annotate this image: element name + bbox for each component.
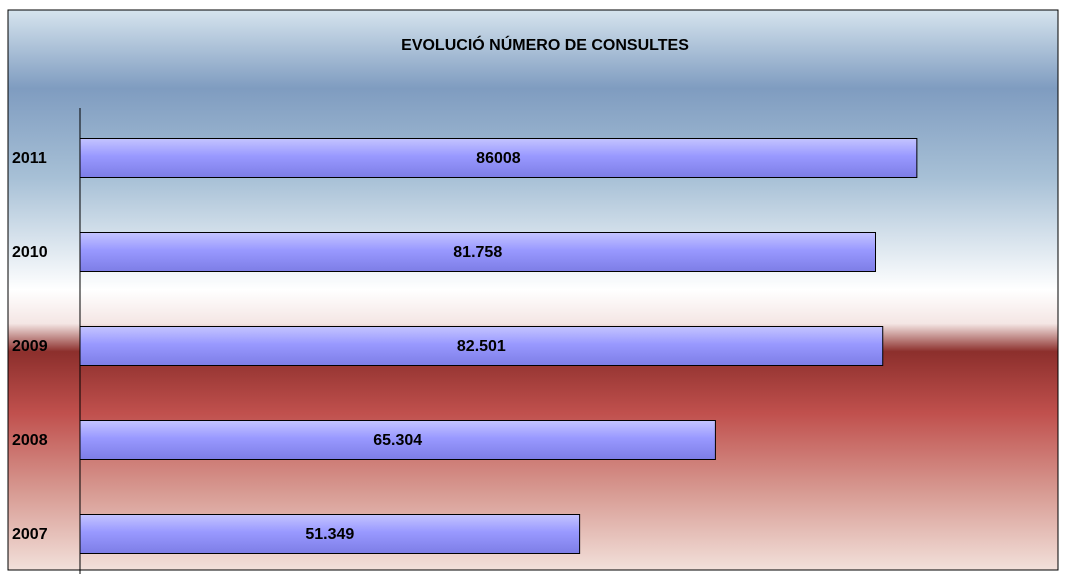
plot-background: [7, 9, 1059, 571]
data-label: 82.501: [457, 338, 506, 355]
data-label: 65.304: [373, 432, 422, 449]
y-tick-label: 2007: [12, 526, 48, 543]
chart-title: EVOLUCIÓ NÚMERO DE CONSULTES: [401, 35, 689, 54]
data-label: 81.758: [453, 244, 502, 261]
data-label: 86008: [476, 150, 521, 167]
bar: [79, 420, 716, 460]
y-tick-label: 2010: [12, 244, 48, 261]
bar: [79, 514, 581, 554]
y-tick-label: 2011: [12, 150, 47, 167]
bar: [79, 138, 918, 178]
data-label: 51.349: [305, 526, 354, 543]
y-tick-label: 2008: [12, 432, 48, 449]
bar: [79, 232, 877, 272]
bar: [79, 326, 884, 366]
y-tick-label: 2009: [12, 338, 48, 355]
